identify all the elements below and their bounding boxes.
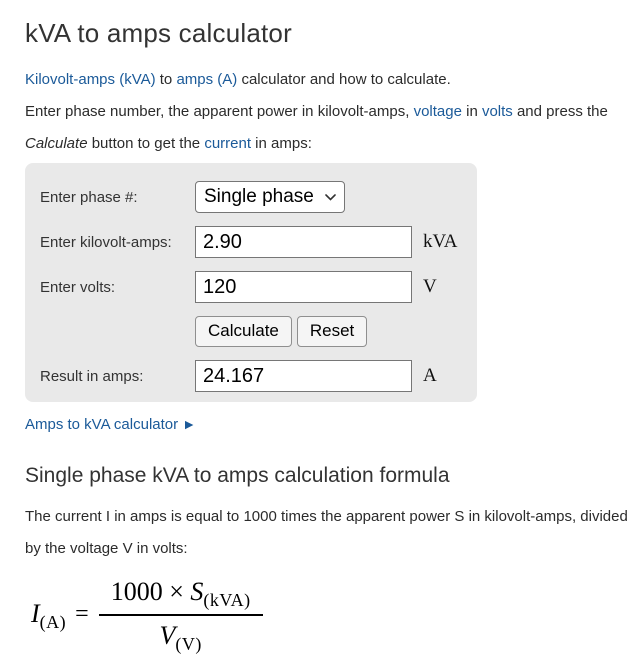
arrow-right-icon[interactable]: ►	[182, 416, 197, 432]
result-input[interactable]	[195, 360, 412, 392]
formula: I(A) = 1000 × S(kVA) V(V)	[31, 577, 629, 654]
result-label: Result in amps:	[40, 367, 144, 385]
phase-row: Enter phase #: Single phase	[40, 181, 477, 213]
volts-row: Enter volts: V	[40, 271, 477, 303]
kva-label: Enter kilovolt-amps:	[40, 233, 172, 251]
kva-unit: kVA	[423, 231, 458, 252]
formula-description: The current I in amps is equal to 1000 t…	[25, 508, 628, 557]
result-unit: A	[423, 365, 437, 386]
calculate-button[interactable]: Calculate	[195, 316, 292, 347]
volts-input[interactable]	[195, 271, 412, 303]
kva-row: Enter kilovolt-amps: kVA	[40, 226, 477, 258]
instructions-part5: in amps:	[251, 135, 312, 152]
intro-summary-tail: calculator and how to calculate.	[237, 71, 451, 88]
reset-button[interactable]: Reset	[296, 316, 368, 347]
formula-section-heading: Single phase kVA to amps calculation for…	[25, 464, 450, 487]
volts-link[interactable]: volts	[481, 103, 513, 120]
multiply-sign: ×	[169, 577, 184, 606]
equals-sign: =	[75, 600, 89, 627]
calculator-panel: Enter phase #: Single phase Enter kilovo…	[25, 163, 477, 402]
apparent-power-subscript: (kVA)	[203, 590, 251, 610]
phase-label: Enter phase #:	[40, 188, 138, 206]
instructions-part2: in	[461, 103, 482, 120]
instructions-part1: Enter phase number, the apparent power i…	[25, 103, 414, 120]
formula-fraction: 1000 × S(kVA) V(V)	[98, 577, 263, 654]
related-link-row: Amps to kVA calculator ►	[25, 408, 629, 441]
current-link[interactable]: current	[204, 135, 251, 152]
coefficient: 1000	[110, 577, 163, 606]
page-title: kVA to amps calculator	[25, 18, 292, 48]
intro-summary-text-to: to	[155, 71, 177, 88]
result-row: Result in amps: A	[40, 360, 477, 392]
formula-numerator: 1000 × S(kVA)	[98, 577, 263, 616]
apparent-power-symbol: S	[190, 577, 204, 606]
formula-lhs: I(A)	[31, 599, 67, 632]
instructions-part3: and press the	[512, 103, 608, 120]
calculate-word-emphasis: Calculate	[25, 135, 88, 152]
voltage-link[interactable]: voltage	[413, 103, 462, 120]
kilovolt-amps-link[interactable]: Kilovolt-amps (kVA)	[25, 71, 156, 88]
intro-instructions: Enter phase number, the apparent power i…	[25, 96, 627, 160]
instructions-part4: button to get the	[87, 135, 205, 152]
current-subscript: (A)	[39, 612, 67, 632]
phase-select[interactable]: Single phase	[195, 181, 345, 213]
current-symbol: I	[31, 599, 40, 628]
intro-summary: Kilovolt-amps (kVA) to amps (A) calculat…	[25, 64, 627, 96]
volts-label: Enter volts:	[40, 278, 116, 296]
formula-denominator: V(V)	[99, 616, 263, 654]
amps-link[interactable]: amps (A)	[176, 71, 238, 88]
kva-input[interactable]	[195, 226, 412, 258]
amps-to-kva-link[interactable]: Amps to kVA calculator	[25, 416, 179, 433]
phase-select-wrap: Single phase	[195, 181, 345, 213]
volts-unit: V	[423, 276, 437, 297]
voltage-symbol: V	[159, 621, 176, 650]
buttons-row: Calculate Reset	[40, 316, 477, 347]
voltage-subscript: (V)	[175, 634, 202, 654]
